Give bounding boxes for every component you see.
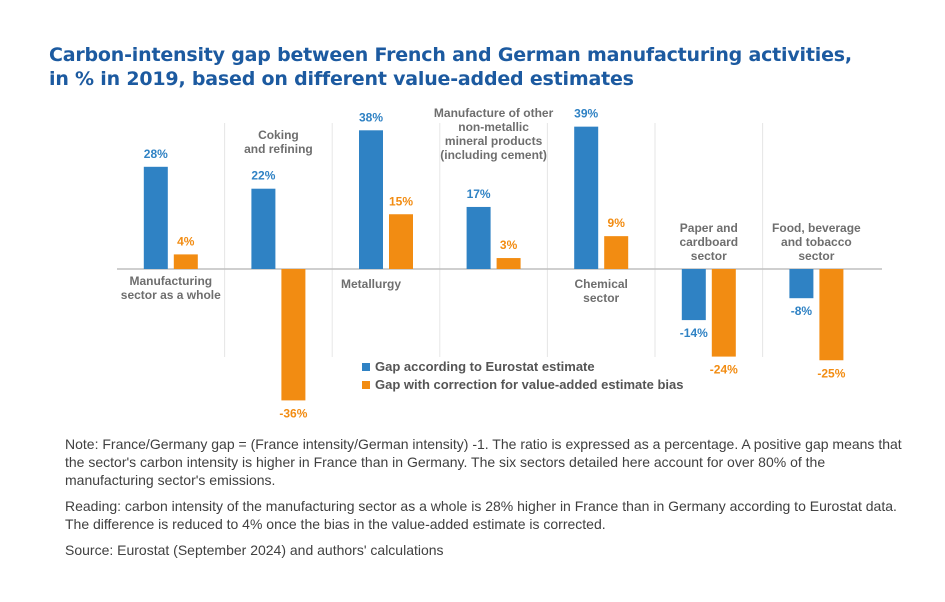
data-label: -14% — [680, 326, 708, 340]
bar — [574, 126, 599, 270]
bar — [173, 254, 198, 269]
category-label: sector as a whole — [121, 288, 221, 302]
category-label: Metallurgy — [341, 277, 401, 291]
legend-label: Gap according to Eurostat estimate — [375, 359, 595, 374]
bar — [359, 130, 383, 269]
bar — [819, 269, 844, 361]
category-label: (including cement) — [440, 148, 547, 162]
category-label: and refining — [244, 142, 313, 156]
category-label: sector — [691, 249, 727, 263]
data-label: 39% — [574, 107, 598, 121]
data-label: 9% — [608, 216, 626, 230]
category-label: Chemical — [575, 277, 628, 291]
bar — [496, 258, 521, 269]
legend-swatch — [362, 381, 370, 389]
bar — [789, 269, 814, 299]
data-label: 15% — [389, 194, 413, 208]
data-label: 22% — [251, 169, 275, 183]
category-label: Paper and — [680, 221, 738, 235]
data-label: 3% — [500, 238, 518, 252]
legend-label: Gap with correction for value-added esti… — [375, 377, 683, 392]
data-label: 4% — [177, 234, 195, 248]
data-label: -8% — [791, 304, 813, 318]
chart-title: Carbon-intensity gap between French and … — [49, 43, 929, 91]
bar — [251, 188, 276, 269]
bar — [143, 166, 168, 269]
note-text: Note: France/Germany gap = (France inten… — [65, 436, 902, 488]
chart-notes: Note: France/Germany gap = (France inten… — [65, 435, 915, 567]
data-label: 28% — [144, 147, 168, 161]
bar — [604, 236, 629, 269]
category-label: Manufacturing — [129, 274, 212, 288]
chart-title-line-2: in % in 2019, based on different value-a… — [49, 68, 634, 90]
category-label: sector — [798, 249, 834, 263]
category-label: Coking — [258, 128, 299, 142]
category-label: and tobacco — [781, 235, 852, 249]
reading-text: Reading: carbon intensity of the manufac… — [65, 498, 897, 532]
bar — [711, 269, 736, 357]
source-text: Source: Eurostat (September 2024) and au… — [65, 542, 444, 558]
data-label: -36% — [279, 406, 307, 420]
category-label: Manufacture of other — [434, 106, 554, 120]
chart-title-line-1: Carbon-intensity gap between French and … — [49, 44, 852, 66]
category-label: sector — [583, 291, 619, 305]
bar — [681, 269, 706, 321]
bar-chart: 28% 22% 38% 17% 39% -14% -8% 4% -36% 15% 3% 9% -24% -… — [117, 106, 882, 420]
category-label: mineral products — [445, 134, 543, 148]
data-label: -24% — [710, 363, 738, 377]
data-label: 17% — [467, 187, 491, 201]
category-label: non-metallic — [458, 120, 529, 134]
bar — [281, 269, 306, 401]
bar — [466, 206, 491, 269]
bar — [389, 214, 413, 269]
data-label: 38% — [359, 110, 383, 124]
category-label: cardboard — [679, 235, 738, 249]
data-label: -25% — [817, 366, 845, 380]
legend-swatch — [362, 363, 370, 371]
category-label: Food, beverage — [772, 221, 861, 235]
